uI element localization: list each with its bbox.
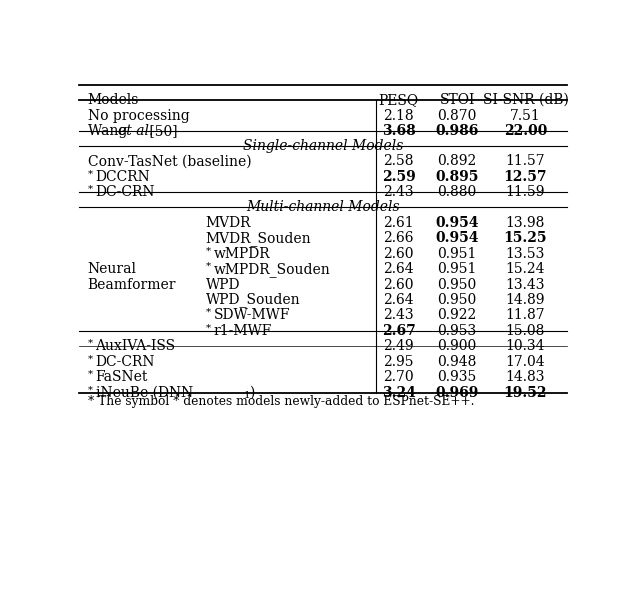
Text: 3.24: 3.24 (382, 385, 416, 399)
Text: 3.68: 3.68 (382, 124, 415, 138)
Text: DC-CRN: DC-CRN (95, 355, 155, 369)
Text: 2.95: 2.95 (383, 355, 414, 369)
Text: 2.49: 2.49 (383, 339, 414, 353)
Text: 13.53: 13.53 (506, 247, 545, 261)
Text: wMPDR: wMPDR (214, 247, 270, 261)
Text: 2.59: 2.59 (382, 170, 415, 184)
Text: WPD: WPD (205, 278, 240, 292)
Text: 14.83: 14.83 (506, 370, 545, 384)
Text: STOI: STOI (440, 93, 475, 107)
Text: *: * (205, 308, 211, 317)
Text: 2.60: 2.60 (383, 278, 414, 292)
Text: 0.950: 0.950 (437, 293, 477, 307)
Text: 0.892: 0.892 (437, 154, 477, 168)
Text: *: * (205, 323, 211, 333)
Text: PESQ: PESQ (379, 93, 418, 107)
Text: 17.04: 17.04 (506, 355, 546, 369)
Text: Conv-TasNet (baseline): Conv-TasNet (baseline) (88, 154, 251, 168)
Text: MVDR: MVDR (205, 216, 251, 230)
Text: 2.64: 2.64 (383, 293, 414, 307)
Text: 0.870: 0.870 (437, 109, 477, 123)
Text: 2.58: 2.58 (383, 154, 414, 168)
Text: 0.951: 0.951 (437, 262, 477, 276)
Text: r1-MWF: r1-MWF (214, 324, 272, 338)
Text: 2.70: 2.70 (383, 370, 414, 384)
Text: Wang: Wang (88, 124, 131, 138)
Text: SI-SNR (dB): SI-SNR (dB) (483, 93, 568, 107)
Text: 2.60: 2.60 (383, 247, 414, 261)
Text: 0.951: 0.951 (437, 247, 477, 261)
Text: *: * (88, 339, 93, 348)
Text: AuxIVA-ISS: AuxIVA-ISS (95, 339, 176, 353)
Text: 13.43: 13.43 (506, 278, 545, 292)
Text: *: * (205, 262, 211, 271)
Text: Beamformer: Beamformer (88, 278, 176, 292)
Text: SDW-MWF: SDW-MWF (214, 308, 290, 322)
Text: 2.43: 2.43 (383, 308, 414, 322)
Text: iNeuBe (DNN: iNeuBe (DNN (96, 385, 193, 399)
Text: No processing: No processing (88, 109, 189, 123)
Text: 0.895: 0.895 (435, 170, 479, 184)
Text: 10.34: 10.34 (506, 339, 545, 353)
Text: wMPDR_Souden: wMPDR_Souden (214, 261, 330, 277)
Text: 0.935: 0.935 (437, 370, 477, 384)
Text: DC-CRN: DC-CRN (95, 185, 155, 199)
Text: Models: Models (88, 93, 139, 107)
Text: 0.953: 0.953 (437, 324, 477, 338)
Text: 0.969: 0.969 (435, 385, 479, 399)
Text: 12.57: 12.57 (504, 170, 547, 184)
Text: 11.59: 11.59 (506, 185, 545, 199)
Text: [50]: [50] (145, 124, 178, 138)
Text: 11.57: 11.57 (506, 154, 546, 168)
Text: DCCRN: DCCRN (95, 170, 150, 184)
Text: ): ) (249, 385, 255, 399)
Text: Single-channel Models: Single-channel Models (243, 139, 403, 153)
Text: Neural: Neural (88, 262, 137, 276)
Text: 2.64: 2.64 (383, 262, 414, 276)
Text: 0.954: 0.954 (435, 216, 479, 230)
Text: *: * (88, 170, 93, 179)
Text: 0.948: 0.948 (437, 355, 477, 369)
Text: *: * (88, 354, 93, 364)
Text: 0.986: 0.986 (435, 124, 479, 138)
Text: MVDR_Souden: MVDR_Souden (205, 231, 311, 246)
Text: 15.24: 15.24 (506, 262, 545, 276)
Text: *: * (88, 370, 93, 379)
Text: 7.51: 7.51 (510, 109, 541, 123)
Text: 2.66: 2.66 (383, 231, 414, 245)
Text: 19.52: 19.52 (504, 385, 547, 399)
Text: *: * (88, 185, 93, 194)
Text: 22.00: 22.00 (504, 124, 547, 138)
Text: 15.25: 15.25 (504, 231, 547, 245)
Text: 0.900: 0.900 (437, 339, 477, 353)
Text: et al.: et al. (118, 124, 153, 138)
Text: WPD_Souden: WPD_Souden (205, 292, 301, 308)
Text: 0.880: 0.880 (437, 185, 477, 199)
Text: 15.08: 15.08 (506, 324, 545, 338)
Text: Multi-channel Models: Multi-channel Models (246, 200, 399, 215)
Text: FaSNet: FaSNet (95, 370, 147, 384)
Text: 11.87: 11.87 (506, 308, 546, 322)
Text: *: * (205, 246, 211, 255)
Text: 1: 1 (244, 390, 250, 399)
Text: 14.89: 14.89 (506, 293, 545, 307)
Text: 2.67: 2.67 (382, 324, 415, 338)
Text: 2.61: 2.61 (383, 216, 414, 230)
Text: 0.954: 0.954 (435, 231, 479, 245)
Text: *: * (88, 386, 93, 395)
Text: 0.922: 0.922 (437, 308, 477, 322)
Text: 0.950: 0.950 (437, 278, 477, 292)
Text: * The symbol * denotes models newly-added to ESPnet-SE++.: * The symbol * denotes models newly-adde… (88, 395, 474, 408)
Text: 2.18: 2.18 (383, 109, 414, 123)
Text: 13.98: 13.98 (506, 216, 545, 230)
Text: 2.43: 2.43 (383, 185, 414, 199)
